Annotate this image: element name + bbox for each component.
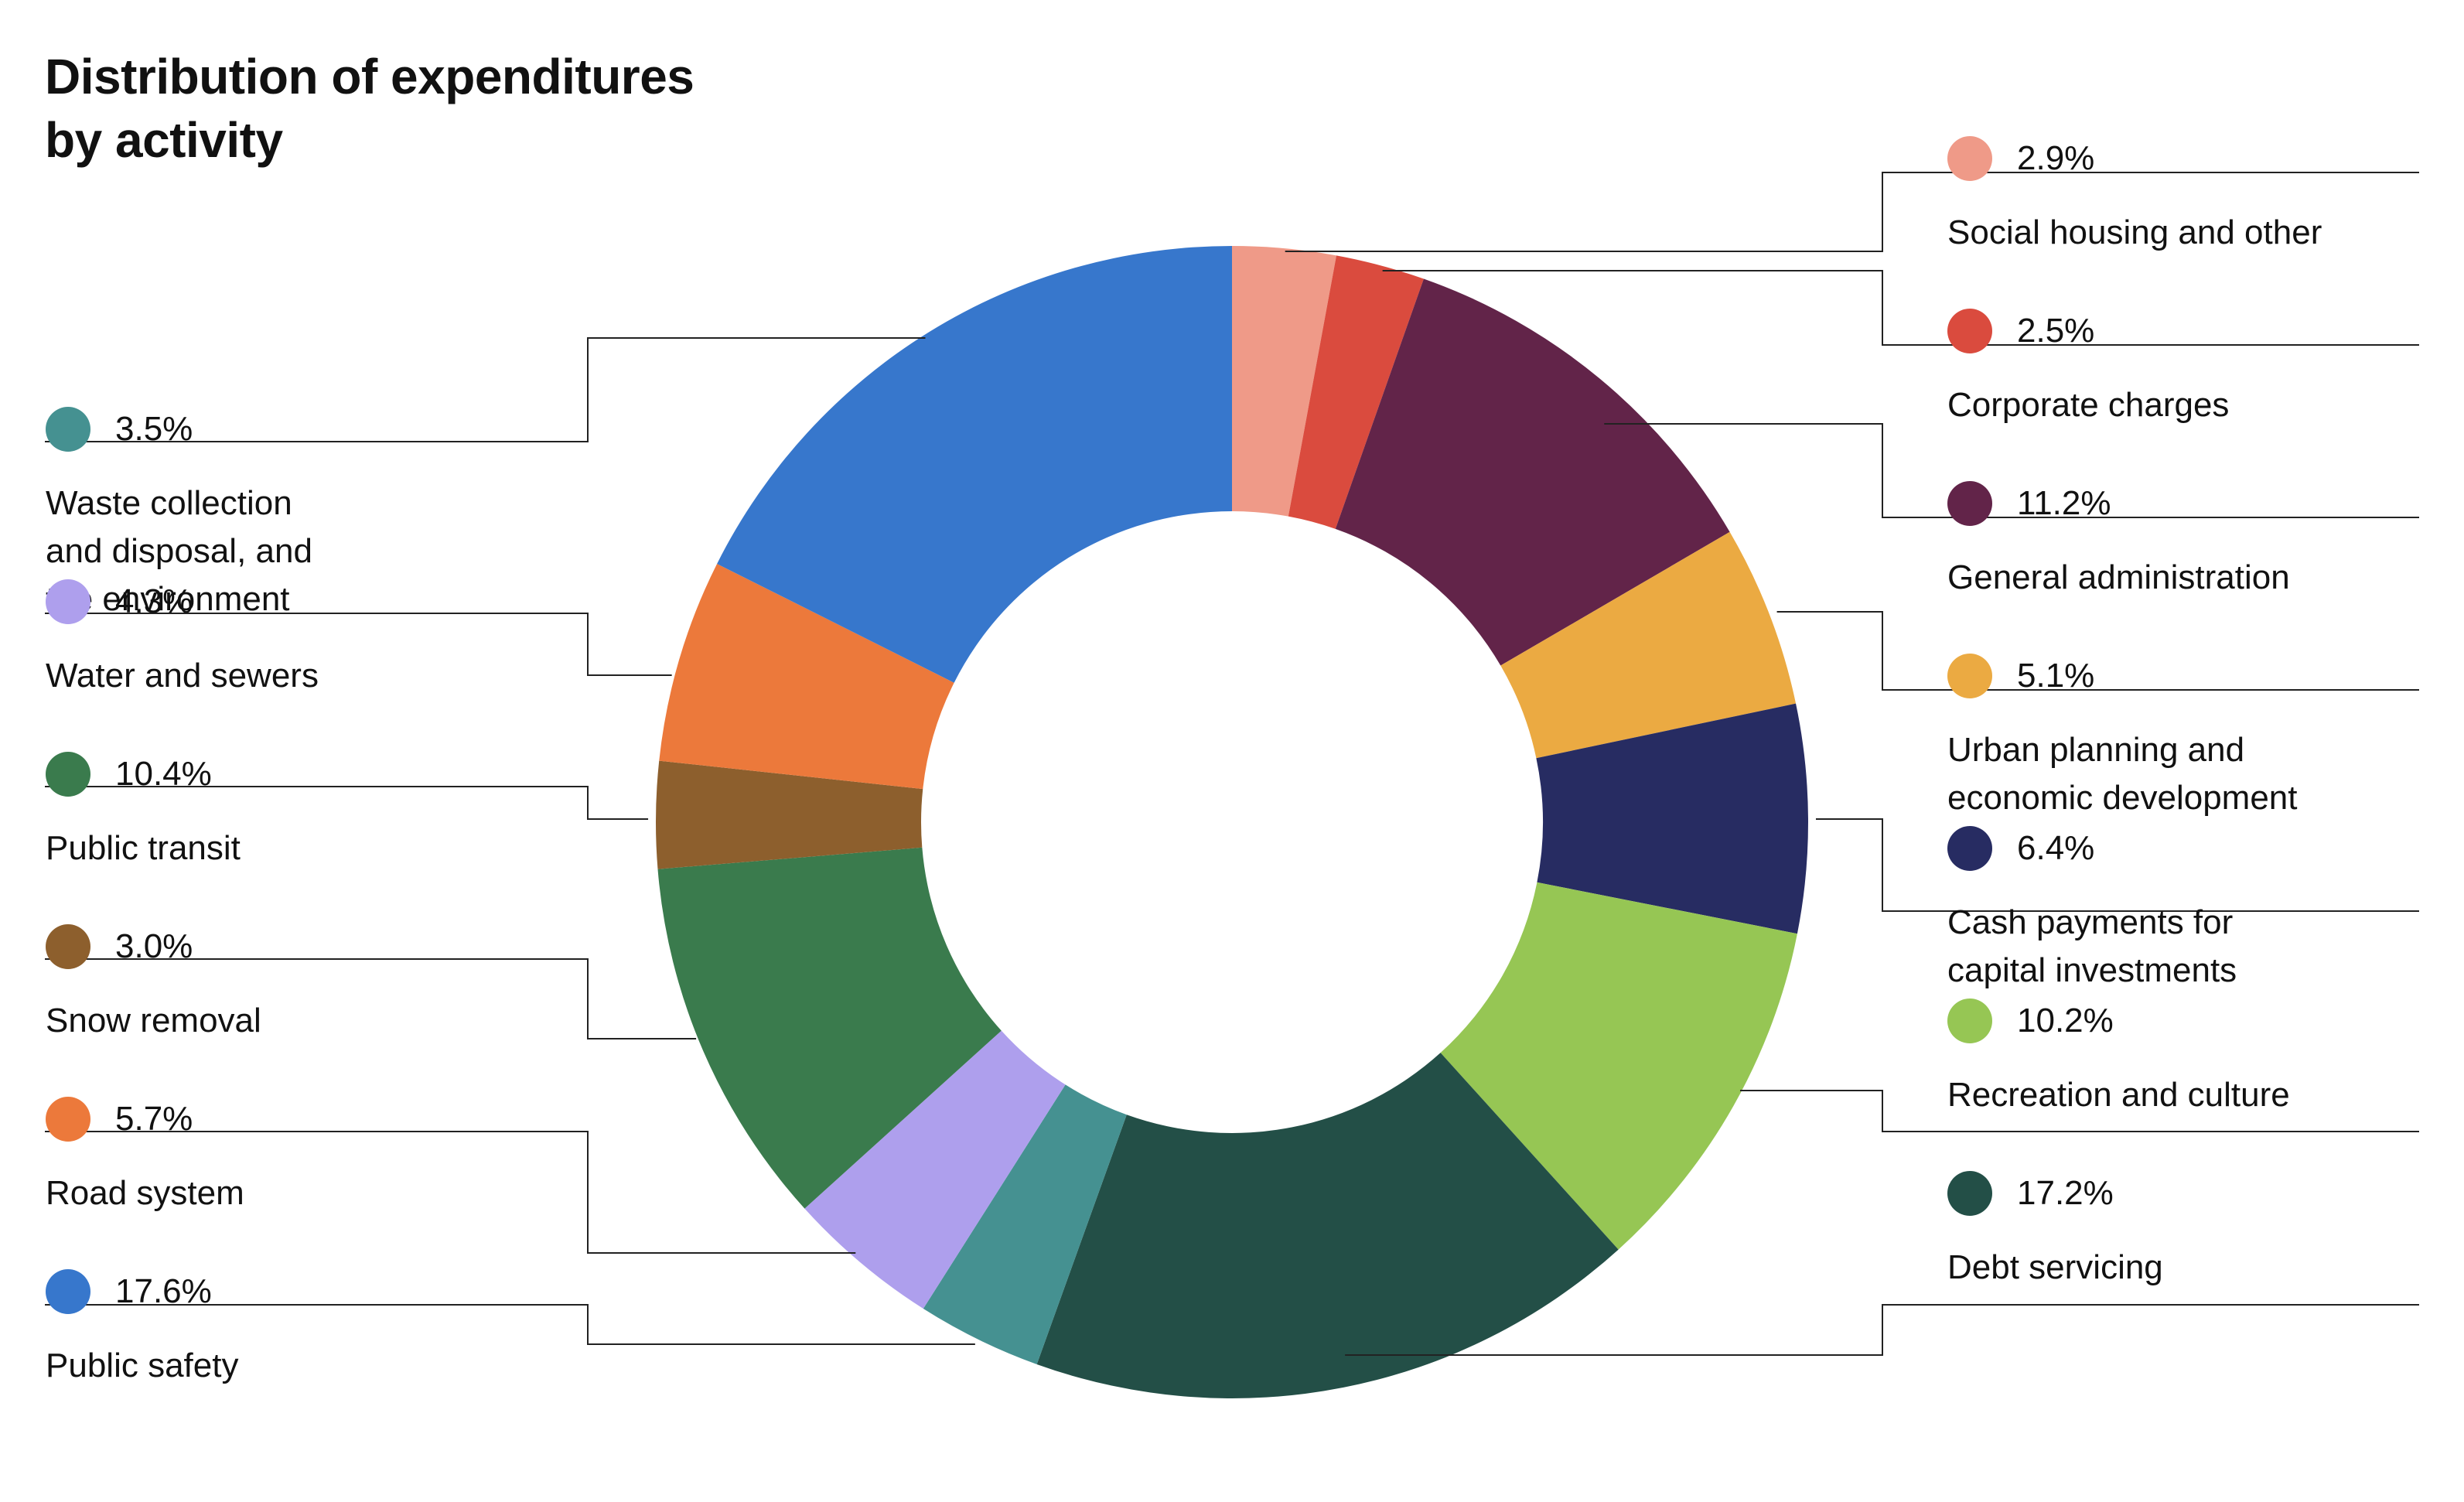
chart-title-line-2: by activity	[45, 112, 283, 168]
slice-debt-servicing	[1036, 1053, 1619, 1398]
legend-label-public-safety: Public safety	[46, 1342, 525, 1390]
legend-label-snow-removal: Snow removal	[46, 997, 525, 1045]
legend-value-social-housing-and-other: 2.9%	[2017, 139, 2095, 177]
legend-label-line: Corporate charges	[1947, 386, 2230, 424]
legend-label-line: Road system	[46, 1174, 244, 1212]
leader-line-waste-collection-and-disposal-and-the-environment	[45, 1304, 975, 1345]
legend-label-social-housing-and-other: Social housing and other	[1947, 209, 2427, 257]
legend-value-cash-payments-for-capital-investments: 6.4%	[2017, 829, 2095, 867]
leader-line-general-administration	[1604, 423, 2419, 518]
slice-waste-collection-and-disposal-and-the-environment	[923, 1084, 1127, 1364]
leader-line-water-and-sewers	[45, 1131, 856, 1254]
slice-public-safety	[717, 246, 1232, 683]
legend-label-line: capital investments	[1947, 951, 2237, 989]
legend-label-public-transit: Public transit	[46, 824, 525, 872]
legend-value-water-and-sewers: 4.3%	[115, 582, 193, 620]
legend-swatch-general-administration	[1947, 481, 1992, 526]
legend-swatch-road-system	[46, 1097, 90, 1142]
slice-cash-payments-for-capital-investments	[1536, 703, 1808, 934]
slice-general-administration	[1335, 278, 1730, 666]
legend-swatch-recreation-and-culture	[1947, 998, 1992, 1043]
legend-value-debt-servicing: 17.2%	[2017, 1174, 2114, 1212]
slice-social-housing-and-other	[1232, 246, 1336, 517]
legend-label-line: Public transit	[46, 829, 241, 867]
legend-value-corporate-charges: 2.5%	[2017, 312, 2095, 350]
legend-swatch-corporate-charges	[1947, 309, 1992, 353]
legend-swatch-debt-servicing	[1947, 1171, 1992, 1216]
legend-value-waste-collection-and-disposal-and-the-environment: 3.5%	[115, 410, 193, 448]
legend-label-line: Social housing and other	[1947, 213, 2322, 251]
legend-value-snow-removal: 3.0%	[115, 927, 193, 965]
leader-line-public-safety	[45, 337, 926, 442]
legend-swatch-public-transit	[46, 752, 90, 797]
leader-line-corporate-charges	[1382, 270, 2419, 346]
legend-swatch-waste-collection-and-disposal-and-the-environment	[46, 407, 90, 452]
chart-title: Distribution of expenditures by activity	[45, 45, 896, 172]
legend-label-waste-collection-and-disposal-and-the-environment: Waste collection and disposal, and the env…	[46, 480, 525, 623]
legend-swatch-public-safety	[46, 1269, 90, 1314]
legend-swatch-social-housing-and-other	[1947, 136, 1992, 181]
leader-line-social-housing-and-other	[1285, 172, 2419, 252]
legend-label-general-administration: General administration	[1947, 554, 2427, 602]
legend-value-road-system: 5.7%	[115, 1100, 193, 1138]
slice-road-system	[659, 563, 954, 790]
slice-corporate-charges	[1288, 255, 1424, 529]
legend-label-line: Waste collection	[46, 484, 292, 522]
legend-value-urban-planning-and-economic-development: 5.1%	[2017, 657, 2095, 695]
chart-title-line-1: Distribution of expenditures	[45, 49, 694, 104]
legend-label-corporate-charges: Corporate charges	[1947, 381, 2427, 429]
legend-value-public-transit: 10.4%	[115, 755, 212, 793]
legend-value-general-administration: 11.2%	[2017, 484, 2111, 522]
legend-label-cash-payments-for-capital-investments: Cash payments for capital investments	[1947, 899, 2427, 995]
legend-swatch-snow-removal	[46, 924, 90, 969]
legend-label-debt-servicing: Debt servicing	[1947, 1244, 2427, 1292]
legend-label-urban-planning-and-economic-development: Urban planning and economic development	[1947, 726, 2427, 822]
legend-label-line: Public safety	[46, 1347, 239, 1384]
leader-line-debt-servicing	[1345, 1304, 2419, 1356]
legend-value-recreation-and-culture: 10.2%	[2017, 1002, 2114, 1039]
legend-label-line: Snow removal	[46, 1002, 261, 1039]
slice-urban-planning-and-economic-development	[1500, 531, 1797, 759]
legend-label-line: Urban planning and	[1947, 731, 2245, 769]
legend-value-public-safety: 17.6%	[115, 1272, 212, 1310]
slice-recreation-and-culture	[1440, 882, 1797, 1250]
legend-label-road-system: Road system	[46, 1169, 525, 1217]
leader-line-cash-payments-for-capital-investments	[1815, 818, 2419, 912]
legend-swatch-water-and-sewers	[46, 579, 90, 624]
leader-line-snow-removal	[45, 786, 649, 820]
slice-snow-removal	[656, 760, 923, 869]
leader-line-recreation-and-culture	[1739, 1090, 2419, 1132]
legend-label-line: Debt servicing	[1947, 1248, 2163, 1286]
legend-label-line: economic development	[1947, 779, 2298, 817]
legend-swatch-urban-planning-and-economic-development	[1947, 654, 1992, 698]
leader-line-public-transit	[45, 958, 697, 1039]
legend-label-line: General administration	[1947, 558, 2290, 596]
slice-water-and-sewers	[804, 1030, 1066, 1309]
legend-label-water-and-sewers: Water and sewers	[46, 652, 525, 700]
legend-label-recreation-and-culture: Recreation and culture	[1947, 1071, 2427, 1119]
legend-label-line: Water and sewers	[46, 657, 319, 695]
legend-label-line: Cash payments for	[1947, 903, 2234, 941]
legend-label-line: and disposal, and	[46, 532, 312, 570]
slice-public-transit	[657, 847, 1002, 1209]
leader-line-urban-planning-and-economic-development	[1776, 611, 2419, 691]
legend-swatch-cash-payments-for-capital-investments	[1947, 826, 1992, 871]
legend-label-line: Recreation and culture	[1947, 1076, 2290, 1114]
leader-line-road-system	[45, 613, 672, 676]
